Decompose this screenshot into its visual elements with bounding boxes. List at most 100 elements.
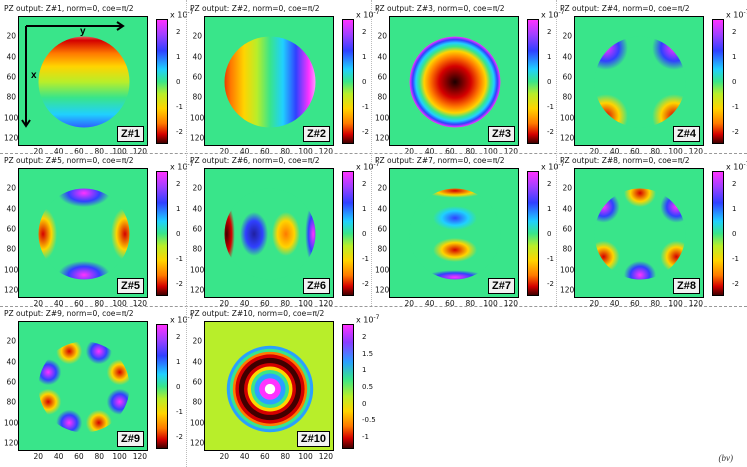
- y-tick-label: 60: [6, 224, 16, 234]
- y-tick-label: 120: [375, 133, 390, 143]
- x-tick-label: 20: [589, 299, 600, 308]
- x-tick-label: 80: [280, 147, 291, 156]
- x-tick-label: 20: [219, 299, 230, 308]
- row-separator: [0, 306, 747, 307]
- x-tick-label: 60: [260, 452, 270, 461]
- x-tick-label: 80: [465, 299, 476, 308]
- colorbar-tick-label: -1: [732, 103, 739, 111]
- panel-title: PZ output: Z#4, norm=0, coe=π/2: [560, 4, 690, 13]
- y-tick-label: 40: [192, 357, 202, 367]
- colorbar-exponent: x 10-7: [170, 314, 194, 325]
- colorbar-tick-label: 2: [547, 28, 552, 36]
- colorbar-tick-label: -1: [176, 103, 183, 111]
- colorbar: [156, 19, 168, 144]
- x-tick-label: 20: [33, 452, 44, 461]
- x-tick-label: 100: [483, 147, 498, 156]
- x-tick-label: 40: [239, 147, 250, 156]
- axis-arrow: [21, 21, 125, 128]
- x-tick-label: 80: [650, 299, 661, 308]
- colorbar-tick-label: 1: [362, 205, 367, 213]
- x-tick-label: 60: [74, 452, 84, 461]
- x-tick-label: 100: [112, 147, 127, 156]
- y-tick-label: 80: [377, 244, 387, 254]
- axis-arrows: [21, 21, 125, 128]
- x-tick-label: 60: [445, 299, 455, 308]
- colorbar-tick-label: -2: [732, 128, 739, 136]
- disc-pattern: [409, 36, 501, 128]
- zernike-label: Z#10: [296, 431, 330, 447]
- y-tick-label: 40: [6, 52, 16, 62]
- disc-pattern: [38, 188, 130, 280]
- x-tick-label: 80: [94, 452, 105, 461]
- disc-pattern: [224, 341, 316, 433]
- colorbar-tick-label: 1: [547, 205, 552, 213]
- y-tick-label: 100: [190, 113, 205, 123]
- heatmap-plot: Z#10: [204, 321, 334, 451]
- x-tick-label: 40: [424, 299, 435, 308]
- y-tick-label: 40: [562, 52, 572, 62]
- y-tick-label: 80: [562, 92, 572, 102]
- x-tick-label: 60: [260, 147, 270, 156]
- panel-title: PZ output: Z#8, norm=0, coe=π/2: [560, 156, 690, 165]
- x-tick-label: 20: [219, 147, 230, 156]
- disc-pattern: [38, 341, 130, 433]
- zernike-panel: PZ output: Z#5, norm=0, coe=π/2 Z#5 20 40 60…: [4, 156, 193, 308]
- colorbar-tick-label: -1: [547, 255, 554, 263]
- colorbar-tick-label: 2: [176, 28, 181, 36]
- colorbar: [156, 324, 168, 449]
- y-tick-label: 20: [192, 31, 202, 41]
- y-tick-label: 60: [562, 72, 572, 82]
- colorbar-tick-label: 1: [732, 53, 737, 61]
- heatmap-svg: [224, 36, 316, 128]
- y-tick-label: 100: [560, 265, 575, 275]
- zernike-label: Z#8: [673, 278, 700, 294]
- x-tick-label: 120: [688, 299, 704, 308]
- colorbar-tick-label: -1: [176, 255, 183, 263]
- x-tick-label: 20: [589, 147, 600, 156]
- colorbar-tick-label: 0: [547, 78, 552, 86]
- x-tick-label: 100: [112, 299, 127, 308]
- colorbar-tick-label: -1: [547, 103, 554, 111]
- zernike-panel: PZ output: Z#8, norm=0, coe=π/2 Z#8 20 40 60…: [560, 156, 747, 308]
- zernike-label: Z#5: [117, 278, 144, 294]
- y-tick-label: 120: [375, 285, 390, 295]
- colorbar-tick-label: -2: [176, 128, 183, 136]
- heatmap-svg: [409, 36, 501, 128]
- colorbar-tick-label: 0: [732, 78, 737, 86]
- colorbar-exponent: x 10-7: [541, 9, 565, 20]
- colorbar-tick-label: 2: [732, 28, 737, 36]
- y-tick-label: 60: [192, 377, 202, 387]
- x-tick-label: 120: [503, 147, 519, 156]
- y-tick-label: 100: [4, 265, 19, 275]
- y-tick-label: 80: [6, 397, 16, 407]
- colorbar-tick-label: -1: [362, 103, 369, 111]
- row-separator: [0, 153, 747, 154]
- zernike-panel: PZ output: Z#2, norm=0, coe=π/2 Z#2 20 40 60…: [190, 4, 379, 156]
- x-tick-label: 100: [298, 299, 313, 308]
- x-tick-label: 40: [609, 299, 620, 308]
- y-tick-label: 80: [377, 92, 387, 102]
- zernike-panel: PZ output: Z#4, norm=0, coe=π/2 Z#4 20 40 60…: [560, 4, 747, 156]
- colorbar-tick-label: 2: [362, 28, 367, 36]
- x-tick-label: 100: [298, 147, 313, 156]
- colorbar-tick-label: -1: [732, 255, 739, 263]
- x-tick-label: 40: [53, 147, 64, 156]
- x-tick-label: 20: [33, 147, 44, 156]
- x-tick-label: 60: [630, 299, 640, 308]
- y-tick-label: 20: [562, 183, 572, 193]
- heatmap-svg: [38, 188, 130, 280]
- panel-title: PZ output: Z#3, norm=0, coe=π/2: [375, 4, 505, 13]
- colorbar-exponent: x 10-7: [726, 9, 747, 20]
- x-tick-label: 100: [668, 299, 683, 308]
- panel-title: PZ output: Z#10, norm=0, coe=π/2: [190, 309, 325, 318]
- x-tick-label: 120: [132, 147, 148, 156]
- heatmap-plot: Z#8: [574, 168, 704, 298]
- colorbar-tick-label: -2: [362, 280, 369, 288]
- panel-title: PZ output: Z#6, norm=0, coe=π/2: [190, 156, 320, 165]
- colorbar-tick-label: 0: [547, 230, 552, 238]
- heatmap-svg: [38, 36, 130, 128]
- x-tick-label: 60: [74, 299, 84, 308]
- heatmap-plot: Z#3: [389, 16, 519, 146]
- y-tick-label: 60: [6, 377, 16, 387]
- y-tick-label: 120: [190, 133, 205, 143]
